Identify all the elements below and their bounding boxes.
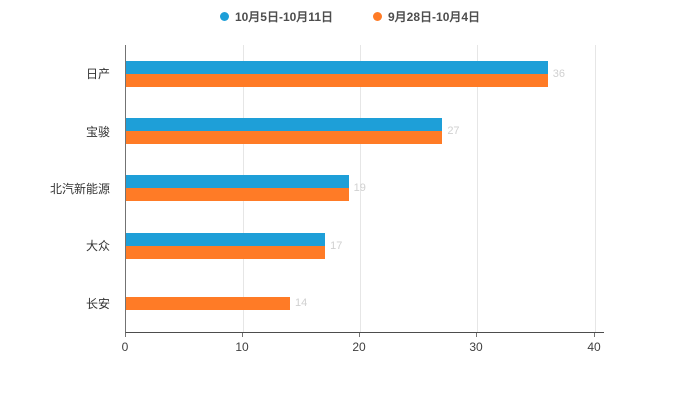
bar-series-0 [126, 118, 443, 132]
legend-marker-icon [219, 12, 229, 21]
bar-value-label: 14 [295, 297, 308, 310]
bar-series-1 [126, 245, 326, 259]
category-label: 宝骏 [85, 124, 110, 139]
bar-series-1 [126, 296, 291, 310]
bar-group: 14 [126, 275, 604, 332]
bar-value-label: 27 [447, 125, 460, 138]
x-tick-mark [125, 333, 126, 337]
bar-series-0 [126, 60, 548, 74]
legend-marker-icon [373, 12, 382, 21]
x-tick-label: 10 [235, 340, 249, 354]
x-tick-label: 40 [587, 340, 601, 354]
category-label: 大众 [85, 239, 110, 254]
plot-area: 36 27 19 17 14 [125, 45, 604, 333]
category-label: 北汽新能源 [49, 181, 110, 196]
bar-group: 27 [126, 102, 604, 159]
bar-series-1 [126, 188, 349, 202]
x-tick-label: 30 [469, 340, 483, 354]
bar-series-1 [126, 131, 443, 145]
x-tick-mark [242, 333, 243, 337]
x-tick-label: 20 [352, 340, 366, 354]
y-axis-labels: 日产宝骏北汽新能源大众长安 [0, 45, 118, 332]
bar-series-1 [126, 73, 548, 87]
legend-item-0[interactable]: 10月5日-10月11日 [219, 8, 333, 25]
gridline [477, 45, 478, 332]
gridline [360, 45, 361, 332]
legend: 10月5日-10月11日 9月28日-10月4日 [0, 8, 700, 25]
bar-series-0 [126, 232, 326, 246]
bar-group: 17 [126, 217, 604, 274]
bar-value-label: 19 [353, 182, 366, 195]
x-tick-mark [476, 333, 477, 337]
bar-value-label: 36 [552, 67, 565, 80]
x-tick-label: 0 [121, 340, 129, 354]
bar-group: 19 [126, 160, 604, 217]
category-label: 日产 [85, 67, 110, 82]
bar-group: 36 [126, 45, 604, 102]
category-label: 长安 [85, 296, 110, 311]
legend-item-label: 9月28日-10月4日 [388, 10, 481, 24]
x-tick-mark [594, 333, 595, 337]
x-tick-mark [359, 333, 360, 337]
gridline [595, 45, 596, 332]
legend-item-1[interactable]: 9月28日-10月4日 [373, 8, 480, 25]
bar-value-label: 17 [330, 239, 343, 252]
legend-item-label: 10月5日-10月11日 [234, 10, 333, 24]
bar-series-0 [126, 175, 349, 189]
